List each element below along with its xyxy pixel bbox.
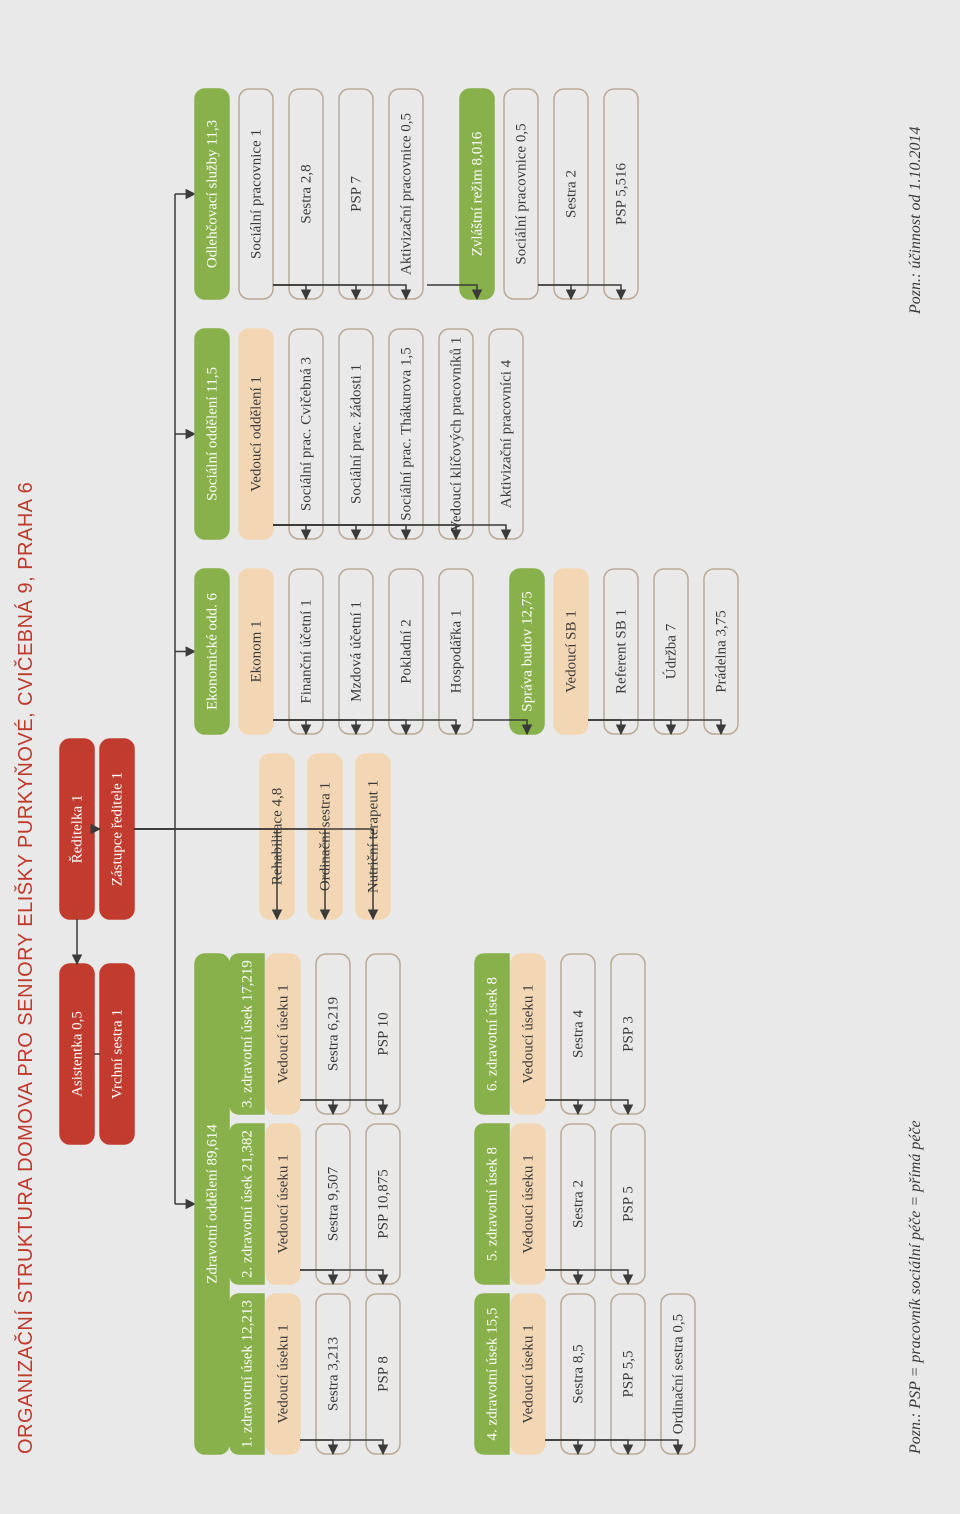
- social-row-2-label: Sociální prac. žádosti 1: [348, 364, 364, 504]
- connector: [273, 720, 456, 734]
- odleh-row-2-label: PSP 7: [348, 176, 364, 212]
- org-chart-svg: ORGANIZAČNÍ STRUKTURA DOMOVA PRO SENIORY…: [0, 0, 960, 1514]
- page-title: ORGANIZAČNÍ STRUKTURA DOMOVA PRO SENIORY…: [14, 482, 37, 1454]
- usek-bot-1-row-1-label: Sestra 2: [570, 1180, 586, 1228]
- usek-bot-0-row-0-label: Vedoucí úseku 1: [520, 1324, 536, 1423]
- connector: [134, 829, 325, 919]
- usek-bot-1-row-0-label: Vedoucí úseku 1: [520, 1154, 536, 1253]
- social-row-4-label: Vedoucí klíčových pracovníků 1: [448, 337, 464, 532]
- ekon-row-4-label: Hospodářka 1: [448, 610, 464, 694]
- social-header-label: Sociální oddělení 11,5: [204, 367, 220, 501]
- social-row-1-label: Sociální prac. Cvičebná 3: [298, 357, 314, 511]
- usek-bot-2-row-0-label: Vedoucí úseku 1: [520, 984, 536, 1083]
- usek-top-1-row-2-label: PSP 10,875: [375, 1169, 391, 1238]
- usek-top-0-row-0-label: Vedoucí úseku 1: [275, 1324, 291, 1423]
- zvlastni-header-label: Zvláštní režim 8,016: [469, 131, 485, 256]
- usek-top-2-header-label: 3. zdravotní úsek 17,219: [239, 960, 255, 1108]
- connector: [134, 829, 277, 919]
- zvlastni-row-1-label: Sestra 2: [563, 170, 579, 218]
- page: ORGANIZAČNÍ STRUKTURA DOMOVA PRO SENIORY…: [0, 0, 960, 1514]
- usek-top-1-row-0-label: Vedoucí úseku 1: [275, 1154, 291, 1253]
- ekon-row-0-label: Ekonom 1: [248, 620, 264, 682]
- ekon-header-label: Ekonomické odd. 6: [204, 592, 220, 710]
- footnote-left: Pozn.: PSP = pracovník sociální péče = p…: [907, 1120, 924, 1455]
- usek-bot-2-header-label: 6. zdravotní úsek 8: [484, 977, 500, 1091]
- odleh-row-1-label: Sestra 2,8: [298, 164, 314, 223]
- footnote-right: Pozn.: účinnost od 1.10.2014: [907, 126, 924, 315]
- sprava-row-0-label: Vedoucí SB 1: [563, 610, 579, 693]
- usek-top-2-row-1-label: Sestra 6,219: [325, 997, 341, 1071]
- ekon-row-2-label: Mzdová účetní 1: [348, 601, 364, 702]
- usek-top-0-row-1-label: Sestra 3,213: [325, 1337, 341, 1411]
- vrchni-sestra-box-label: Vrchní sestra 1: [109, 1009, 125, 1099]
- usek-bot-0-row-1-label: Sestra 8,5: [570, 1344, 586, 1403]
- zvlastni-row-2-label: PSP 5,516: [613, 163, 629, 225]
- sprava-header-label: Správa budov 12,75: [519, 591, 535, 711]
- sprava-row-1-label: Referent SB 1: [613, 609, 629, 694]
- usek-top-1-row-1-label: Sestra 9,507: [325, 1166, 341, 1241]
- usek-bot-2-row-1-label: Sestra 4: [570, 1010, 586, 1058]
- sprava-row-3-label: Prádelna 3,75: [713, 610, 729, 692]
- social-row-0-label: Vedoucí oddělení 1: [248, 376, 264, 492]
- usek-top-2-row-2-label: PSP 10: [375, 1012, 391, 1055]
- usek-top-0-row-2-label: PSP 8: [375, 1356, 391, 1392]
- usek-bot-0-header-label: 4. zdravotní úsek 15,5: [484, 1308, 500, 1441]
- social-row-5-label: Aktivizační pracovníci 4: [498, 359, 514, 508]
- ekon-row-3-label: Pokladní 2: [398, 619, 414, 684]
- usek-bot-1-header-label: 5. zdravotní úsek 8: [484, 1147, 500, 1261]
- odleh-header-label: Odlehčovací služby 11,3: [204, 120, 220, 268]
- sprava-row-2-label: Údržba 7: [662, 623, 679, 679]
- zvlastni-row-0-label: Sociální pracovnice 0,5: [513, 123, 529, 264]
- rotated-canvas: ORGANIZAČNÍ STRUKTURA DOMOVA PRO SENIORY…: [0, 0, 960, 1514]
- usek-top-1-header-label: 2. zdravotní úsek 21,382: [239, 1130, 255, 1278]
- asistentka-box-label: Asistentka 0,5: [69, 1011, 85, 1097]
- reditelka-box-label: Ředitelka 1: [68, 795, 85, 864]
- usek-top-0-header-label: 1. zdravotní úsek 12,213: [239, 1300, 255, 1448]
- social-row-3-label: Sociální prac. Thákurova 1,5: [398, 347, 414, 520]
- usek-bot-1-row-2-label: PSP 5: [620, 1186, 636, 1222]
- connector: [273, 525, 456, 539]
- usek-bot-2-row-2-label: PSP 3: [620, 1016, 636, 1052]
- zastupce-box-label: Zástupce ředitele 1: [109, 772, 125, 886]
- odleh-row-3-label: Aktivizační pracovnice 0,5: [398, 113, 414, 275]
- zdravotni-odd-header-label: Zdravotní oddělení 89,614: [204, 1124, 220, 1284]
- usek-top-2-row-0-label: Vedoucí úseku 1: [275, 984, 291, 1083]
- usek-bot-0-row-3-label: Ordinační sestra 0,5: [670, 1314, 686, 1434]
- ekon-row-1-label: Finanční účetní 1: [298, 599, 314, 703]
- usek-bot-0-row-2-label: PSP 5,5: [620, 1351, 636, 1398]
- odleh-row-0-label: Sociální pracovnice 1: [248, 129, 264, 259]
